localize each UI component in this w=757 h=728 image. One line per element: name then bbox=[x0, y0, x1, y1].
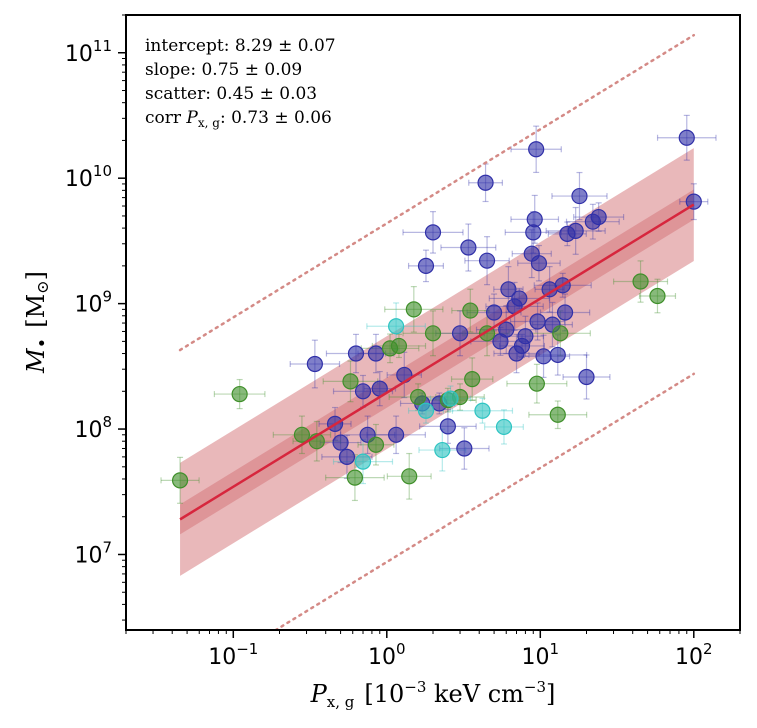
annotation-corr: corr Px, g: 0.73 ± 0.06 bbox=[145, 108, 332, 130]
data-point-blue bbox=[485, 304, 503, 321]
x-tick-label: 101 bbox=[522, 640, 560, 670]
lower-dotted-line bbox=[273, 372, 696, 630]
annotation-intercept: intercept: 8.29 ± 0.07 bbox=[145, 36, 336, 56]
data-point-green bbox=[528, 375, 545, 392]
data-point-green bbox=[346, 469, 364, 486]
x-tick-label: 10−1 bbox=[208, 640, 258, 670]
data-point-green bbox=[390, 337, 408, 355]
data-point-blue bbox=[388, 426, 405, 443]
data-point-cyan bbox=[434, 441, 451, 459]
fit-line bbox=[179, 203, 695, 521]
data-point-blue bbox=[367, 345, 385, 362]
data-point-green bbox=[424, 325, 442, 342]
data-point-blue bbox=[500, 281, 517, 298]
data-point-blue bbox=[460, 239, 477, 256]
y-tick-label: 1011 bbox=[65, 37, 112, 67]
data-point-green bbox=[649, 287, 666, 305]
data-point-blue bbox=[535, 348, 552, 365]
data-point-blue bbox=[451, 325, 469, 342]
data-point-blue bbox=[424, 224, 442, 241]
data-point-blue bbox=[567, 222, 584, 239]
data-point-blue bbox=[530, 255, 548, 272]
x-tick-label: 100 bbox=[368, 640, 406, 670]
data-point-green bbox=[342, 373, 359, 390]
data-point-green bbox=[549, 406, 566, 423]
y-tick-label: 109 bbox=[74, 288, 112, 318]
y-tick-label: 108 bbox=[74, 413, 112, 443]
data-point-blue bbox=[529, 313, 546, 330]
data-point-cyan bbox=[417, 402, 435, 419]
data-point-blue bbox=[354, 383, 372, 400]
data-point-green bbox=[410, 388, 427, 406]
y-axis-label: M•[M⊙] bbox=[22, 271, 53, 374]
data-point-cyan bbox=[442, 390, 459, 407]
data-point-green bbox=[171, 472, 189, 489]
data-point-blue bbox=[456, 440, 473, 457]
data-point-blue bbox=[477, 174, 494, 191]
x-axis-label: Px, g [10−3 keV cm−3] bbox=[310, 678, 556, 711]
data-points bbox=[171, 129, 702, 489]
x-tick-label: 102 bbox=[675, 640, 713, 670]
upper-dotted-line bbox=[178, 33, 696, 352]
data-point-blue bbox=[511, 290, 528, 307]
data-point-blue bbox=[439, 418, 456, 435]
data-point-blue bbox=[526, 211, 543, 228]
data-point-blue bbox=[517, 328, 534, 345]
data-point-blue bbox=[417, 257, 435, 274]
fit-lines bbox=[178, 33, 696, 630]
data-point-cyan bbox=[354, 453, 372, 470]
annotation-box: intercept: 8.29 ± 0.07 slope: 0.75 ± 0.0… bbox=[145, 36, 336, 130]
data-point-green bbox=[293, 426, 311, 443]
data-point-cyan bbox=[474, 402, 491, 419]
data-point-blue bbox=[590, 208, 607, 226]
data-point-blue bbox=[498, 321, 515, 338]
data-point-green bbox=[464, 371, 481, 388]
data-point-blue bbox=[678, 129, 695, 146]
data-point-blue bbox=[528, 141, 545, 158]
annotation-slope: slope: 0.75 ± 0.09 bbox=[145, 60, 302, 80]
data-point-blue bbox=[549, 346, 566, 364]
data-point-green bbox=[552, 325, 569, 342]
axis-ticks: 10−1 100 101 102 107 108 109 1010 1011 bbox=[65, 14, 741, 670]
data-point-cyan bbox=[495, 418, 513, 436]
y-tick-label: 1010 bbox=[65, 162, 112, 192]
data-point-blue bbox=[338, 448, 356, 465]
data-point-blue bbox=[306, 355, 323, 373]
data-point-blue bbox=[332, 434, 349, 451]
data-point-green bbox=[405, 301, 422, 318]
data-point-green bbox=[231, 385, 248, 403]
data-point-blue bbox=[478, 252, 496, 269]
y-tick-label: 107 bbox=[74, 538, 112, 568]
data-point-green bbox=[367, 436, 385, 453]
data-point-blue bbox=[556, 304, 574, 321]
annotation-scatter: scatter: 0.45 ± 0.03 bbox=[145, 84, 317, 104]
data-point-blue bbox=[578, 368, 595, 386]
data-point-green bbox=[462, 302, 479, 319]
data-point-cyan bbox=[388, 318, 405, 335]
data-point-green bbox=[401, 468, 418, 485]
data-point-green bbox=[632, 273, 649, 290]
data-point-blue bbox=[571, 187, 588, 205]
data-point-blue bbox=[347, 345, 365, 362]
